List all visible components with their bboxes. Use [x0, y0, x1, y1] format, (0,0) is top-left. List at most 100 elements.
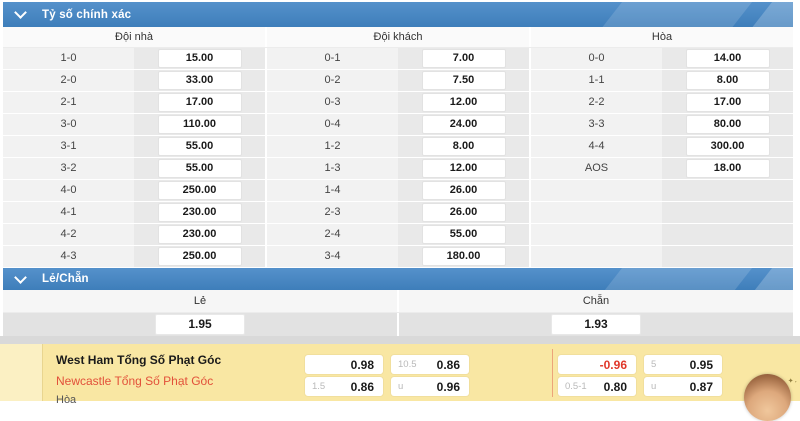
column-header-away: Đội khách	[267, 27, 531, 47]
corners-market-labels: West Ham Tổng Số Phạt Góc Newcastle Tổng…	[43, 344, 221, 406]
score-label: 2-3	[267, 202, 398, 223]
odds-box[interactable]: 17.00	[685, 93, 770, 112]
odds-box[interactable]: 110.00	[157, 115, 242, 134]
odds-box[interactable]: 12.00	[421, 93, 506, 112]
odds-value: 0.86	[436, 357, 460, 372]
chevron-down-icon[interactable]	[14, 270, 27, 284]
correct-score-title: Tỷ số chính xác	[42, 8, 132, 21]
odds-box[interactable]: 230.00	[157, 203, 242, 222]
odds-box[interactable]: 1.5 0.86	[305, 377, 383, 396]
odds-box[interactable]: 55.00	[157, 137, 242, 156]
odd-even-panel: Lẻ/Chẵn Lẻ Chẵn 1.95 1.93	[3, 268, 793, 336]
handicap-label: 0.5-1	[565, 381, 587, 392]
odds-box[interactable]: 15.00	[157, 49, 242, 68]
score-column: 0-1 7.00 0-2 7.50 0-3 12.00 0-4 24.00 1-2 8.00 1-3…	[267, 48, 531, 268]
odds-box[interactable]: 8.00	[421, 137, 506, 156]
score-odds-cell: 8.00	[662, 70, 793, 91]
score-row: 4-4 300.00	[531, 136, 793, 157]
score-label: 0-2	[267, 70, 398, 91]
odds-value: 0.87	[689, 379, 713, 394]
odds-box[interactable]: 300.00	[685, 137, 770, 156]
score-row: 3-4 180.00	[267, 246, 529, 267]
score-row	[531, 180, 793, 201]
odds-box[interactable]: 250.00	[157, 247, 242, 266]
score-odds-cell: 55.00	[398, 224, 529, 245]
score-odds-cell: 8.00	[398, 136, 529, 157]
odds-box[interactable]: 250.00	[157, 181, 242, 200]
score-row: 3-0 110.00	[3, 114, 265, 135]
odds-box[interactable]: 55.00	[421, 225, 506, 244]
score-label: 1-0	[3, 48, 134, 69]
odds-box[interactable]: 7.00	[421, 49, 506, 68]
score-odds-cell: 55.00	[134, 158, 265, 179]
score-label: 2-0	[3, 70, 134, 91]
odds-box[interactable]: 55.00	[157, 159, 242, 178]
score-label: 0-4	[267, 114, 398, 135]
odd-even-odds-row: 1.95 1.93	[3, 313, 793, 336]
score-label: 1-3	[267, 158, 398, 179]
score-odds-cell: 230.00	[134, 224, 265, 245]
score-label: 3-1	[3, 136, 134, 157]
odds-box[interactable]: 8.00	[685, 71, 770, 90]
score-row: 1-1 8.00	[531, 70, 793, 91]
score-odds-cell: 300.00	[662, 136, 793, 157]
corners-left-cell	[0, 344, 43, 401]
score-row: 1-0 15.00	[3, 48, 265, 69]
correct-score-header-bar[interactable]: Tỷ số chính xác	[3, 2, 793, 27]
odds-box[interactable]: 7.50	[421, 71, 506, 90]
score-label: 4-0	[3, 180, 134, 201]
odds-box[interactable]: 14.00	[685, 49, 770, 68]
odds-box[interactable]: 17.00	[157, 93, 242, 112]
score-row: 4-2 230.00	[3, 224, 265, 245]
odds-box[interactable]: 0.98	[305, 355, 383, 374]
odds-value: 0.96	[436, 379, 460, 394]
odds-box[interactable]: 5 0.95	[644, 355, 722, 374]
column-header-home: Đội nhà	[3, 27, 267, 47]
odds-box[interactable]: u 0.87	[644, 377, 722, 396]
chevron-down-icon[interactable]	[14, 6, 27, 19]
score-label: AOS	[531, 158, 662, 179]
score-row	[531, 246, 793, 267]
odd-even-header-bar[interactable]: Lẻ/Chẵn	[3, 268, 793, 290]
odds-box[interactable]: 24.00	[421, 115, 506, 134]
score-label: 2-1	[3, 92, 134, 113]
odds-box[interactable]: 10.5 0.86	[391, 355, 469, 374]
odds-box[interactable]: 33.00	[157, 71, 242, 90]
odds-box[interactable]: 180.00	[421, 247, 506, 266]
score-odds-cell: 12.00	[398, 158, 529, 179]
score-row: 0-0 14.00	[531, 48, 793, 69]
odds-box[interactable]: 26.00	[421, 203, 506, 222]
odds-box[interactable]: 12.00	[421, 159, 506, 178]
score-row: 2-0 33.00	[3, 70, 265, 91]
odds-box[interactable]: u 0.96	[391, 377, 469, 396]
score-row: 0-4 24.00	[267, 114, 529, 135]
odds-box[interactable]: 80.00	[685, 115, 770, 134]
score-odds-cell	[662, 180, 793, 201]
odd-even-title: Lẻ/Chẵn	[42, 273, 89, 285]
score-odds-cell: 12.00	[398, 92, 529, 113]
score-row	[531, 202, 793, 223]
odds-box[interactable]: -0.96	[558, 355, 636, 374]
odds-box[interactable]: 18.00	[685, 159, 770, 178]
score-odds-cell: 24.00	[398, 114, 529, 135]
odds-box[interactable]: 26.00	[421, 181, 506, 200]
score-label: 4-3	[3, 246, 134, 267]
odds-box[interactable]: 230.00	[157, 225, 242, 244]
score-grid: 1-0 15.00 2-0 33.00 2-1 17.00 3-0 110.00 3-1 55.0…	[3, 48, 793, 268]
odds-box[interactable]: 1.95	[155, 314, 245, 335]
score-row: 4-1 230.00	[3, 202, 265, 223]
odds-value: 0.86	[350, 379, 374, 394]
odds-value: 0.95	[689, 357, 713, 372]
score-label: 4-1	[3, 202, 134, 223]
odds-box[interactable]: 0.5-1 0.80	[558, 377, 636, 396]
score-odds-cell: 180.00	[398, 246, 529, 267]
correct-score-panel: Tỷ số chính xác Đội nhà Đội khách Hòa 1-…	[3, 2, 793, 268]
score-odds-cell	[662, 224, 793, 245]
score-label	[531, 180, 662, 201]
odds-value: 0.80	[603, 379, 627, 394]
odds-box[interactable]: 1.93	[551, 314, 641, 335]
score-row: 4-0 250.00	[3, 180, 265, 201]
score-odds-cell: 55.00	[134, 136, 265, 157]
support-avatar[interactable]	[744, 374, 791, 421]
score-label: 0-0	[531, 48, 662, 69]
